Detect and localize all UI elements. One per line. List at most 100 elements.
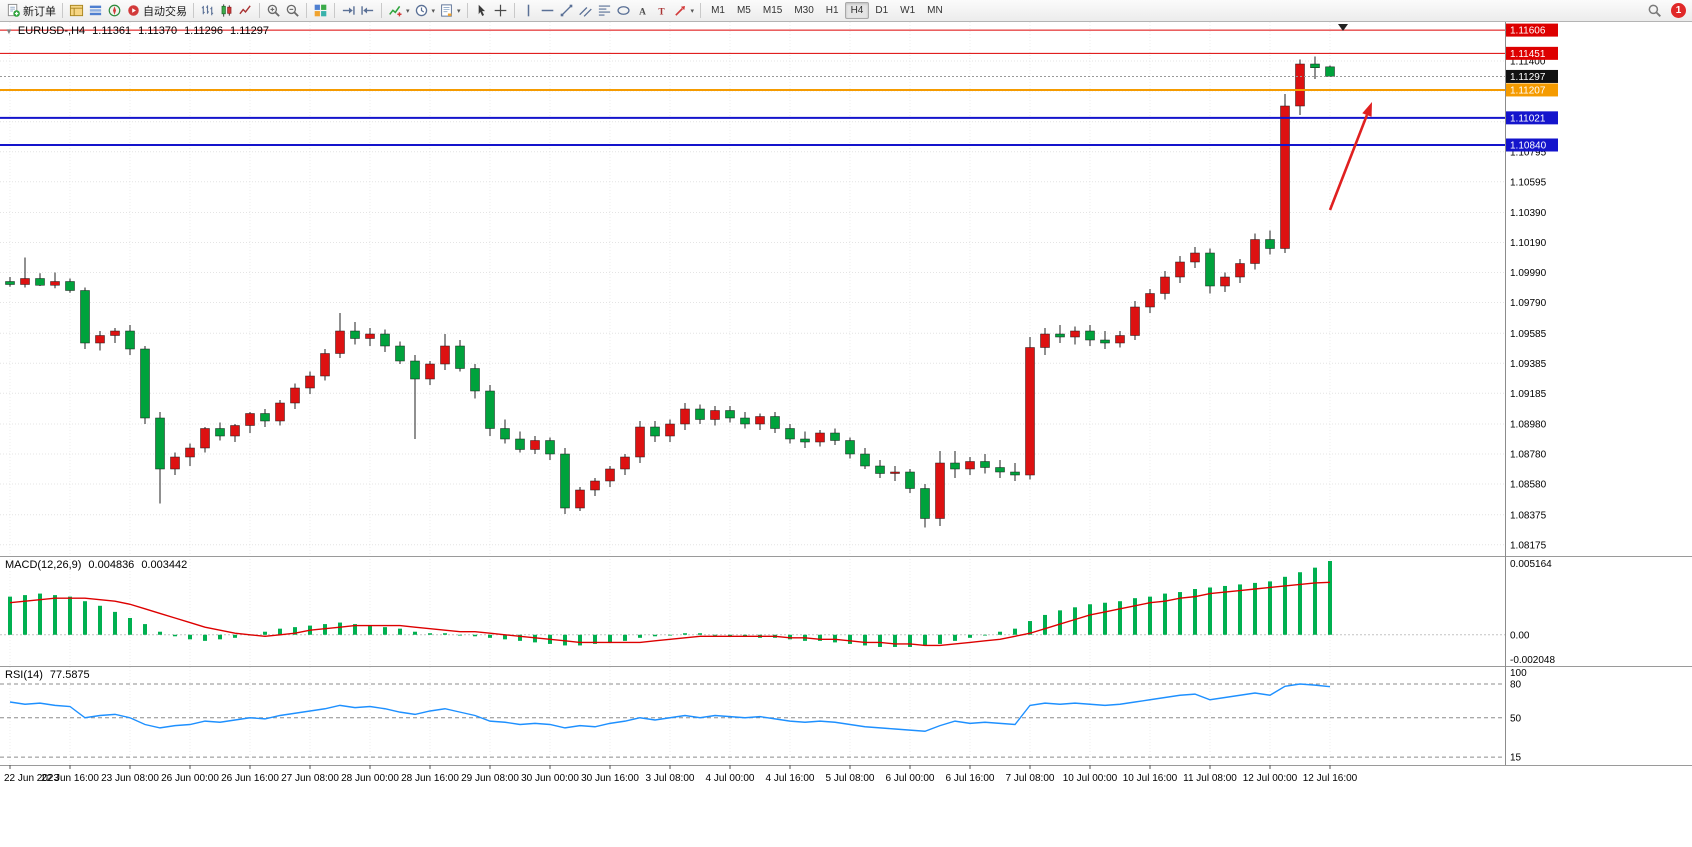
- candle-body: [1205, 252, 1215, 287]
- price-tick-label: 1.11400: [1510, 57, 1546, 68]
- rsi-axis-label: 15: [1510, 753, 1522, 764]
- candle-body: [155, 417, 165, 470]
- zoom-out-button[interactable]: [283, 1, 302, 20]
- bar-chart-button[interactable]: [198, 1, 217, 20]
- timeframe-mn[interactable]: MN: [927, 5, 943, 16]
- text-button[interactable]: A: [633, 1, 652, 20]
- toolbar-separator: [306, 3, 307, 18]
- new-order-button[interactable]: 新订单: [4, 1, 58, 20]
- zoom-out-icon: [286, 4, 299, 17]
- toolbar-separator: [259, 3, 260, 18]
- label-button[interactable]: T: [652, 1, 671, 20]
- toolbar-separator: [466, 3, 468, 18]
- periods-icon: [415, 4, 427, 17]
- trendline-button[interactable]: [557, 1, 576, 20]
- time-axis-label: 22 Jun 16:00: [41, 773, 99, 784]
- vertical-line-button[interactable]: [519, 1, 538, 20]
- search-icon: [1648, 4, 1661, 17]
- crosshair-button[interactable]: [491, 1, 510, 20]
- price-tick-label: 1.09585: [1510, 329, 1547, 340]
- candle-body: [800, 438, 810, 443]
- templates-button-caret[interactable]: ▾: [457, 7, 461, 15]
- timeframe-d1[interactable]: D1: [875, 5, 889, 16]
- line-chart-button[interactable]: [236, 1, 255, 20]
- market-watch-button[interactable]: [67, 1, 86, 20]
- bar-chart-icon: [201, 5, 214, 16]
- candle-body: [425, 363, 435, 380]
- autotrading-button[interactable]: 自动交易: [124, 1, 189, 20]
- candle-body: [965, 461, 975, 470]
- candle-body: [620, 456, 630, 470]
- price-tick-label: 1.09385: [1510, 359, 1547, 370]
- price-tick-label: 1.10190: [1510, 238, 1547, 249]
- chart-header: ▼ EURUSD-,H4 1.11361 1.11370 1.11296 1.1…: [5, 25, 269, 37]
- templates-icon: [441, 4, 452, 17]
- time-axis-label: 23 Jun 08:00: [101, 773, 159, 784]
- zoom-in-button[interactable]: [264, 1, 283, 20]
- timeframe-h1[interactable]: H1: [825, 5, 839, 16]
- candle-body: [1190, 252, 1200, 263]
- candle-body: [485, 390, 495, 429]
- candle-body: [440, 345, 450, 365]
- candlestick-chart-button[interactable]: [217, 1, 236, 20]
- timeframe-m5[interactable]: M5: [736, 5, 751, 16]
- price-tick-label: 1.09790: [1510, 298, 1547, 309]
- time-axis-label: 30 Jun 16:00: [581, 773, 639, 784]
- trend-arrow-annotation[interactable]: [1328, 102, 1372, 211]
- data-window-button[interactable]: [86, 1, 105, 20]
- indicators-button[interactable]: ▾: [386, 1, 412, 20]
- channel-button[interactable]: [576, 1, 595, 20]
- ohlc-close: 1.11297: [230, 25, 269, 37]
- price-tick-label: 1.10390: [1510, 208, 1547, 219]
- rsi-axis-label: 80: [1510, 680, 1522, 691]
- candle-body: [650, 426, 660, 437]
- time-axis-label: 10 Jul 00:00: [1063, 773, 1118, 784]
- search-button[interactable]: [1645, 1, 1664, 20]
- candle-body: [290, 387, 300, 404]
- candle-body: [560, 453, 570, 509]
- chart-shift-button[interactable]: [358, 1, 377, 20]
- timeframe-w1[interactable]: W1: [900, 5, 916, 16]
- time-axis-label: 26 Jun 16:00: [221, 773, 279, 784]
- time-axis-label: 10 Jul 16:00: [1123, 773, 1178, 784]
- tile-windows-button[interactable]: [311, 1, 330, 20]
- chart-shift-marker[interactable]: [1338, 24, 1348, 31]
- arrow-tools-button[interactable]: ▾: [671, 1, 697, 20]
- price-scale[interactable]: 1.11400 1.10795 1.10595 1.10390 1.10190 1.099…: [1506, 23, 1558, 552]
- shapes-button[interactable]: [614, 1, 633, 20]
- macd-axis-max: 0.005164: [1510, 559, 1552, 570]
- rsi-axis-label: 100: [1510, 668, 1527, 679]
- price-tick-label: 1.08980: [1510, 420, 1547, 431]
- zoom-in-icon: [267, 4, 280, 17]
- timeframe-m15[interactable]: M15: [762, 5, 783, 16]
- auto-scroll-button[interactable]: [339, 1, 358, 20]
- fibonacci-button[interactable]: [595, 1, 614, 20]
- candle-body: [215, 428, 225, 437]
- notification-badge[interactable]: 1: [1671, 3, 1686, 18]
- periods-button[interactable]: ▾: [412, 1, 438, 20]
- candle-body: [5, 281, 15, 285]
- horizontal-line-button[interactable]: [538, 1, 557, 20]
- timeframe-m30[interactable]: M30: [794, 5, 814, 16]
- navigator-button[interactable]: [105, 1, 124, 20]
- candle-body: [185, 447, 195, 458]
- candle-body: [350, 330, 360, 339]
- indicators-icon: [389, 5, 402, 17]
- candle-body: [35, 278, 45, 286]
- templates-button[interactable]: ▾: [437, 1, 463, 20]
- price-tick-label: 1.10795: [1510, 147, 1547, 158]
- hline-icon: [541, 9, 553, 12]
- toolbar-separator: [334, 3, 335, 18]
- macd-panel: 0.005164 0.00 -0.002048: [0, 559, 1555, 666]
- timeframe-m1[interactable]: M1: [711, 5, 725, 16]
- timeframe-h4[interactable]: H4: [844, 2, 870, 19]
- arrow-tools-button-caret[interactable]: ▾: [690, 7, 695, 15]
- ohlc-collapse-arrow[interactable]: ▼: [5, 26, 13, 36]
- candle-body: [515, 438, 525, 450]
- chart-canvas[interactable]: 1.11400 1.10795 1.10595 1.10390 1.10190 1.099…: [0, 22, 1692, 847]
- periods-button-caret[interactable]: ▾: [431, 7, 436, 15]
- toolbar-separator: [381, 3, 382, 18]
- indicators-button-caret[interactable]: ▾: [406, 7, 410, 15]
- cursor-button[interactable]: [472, 1, 491, 20]
